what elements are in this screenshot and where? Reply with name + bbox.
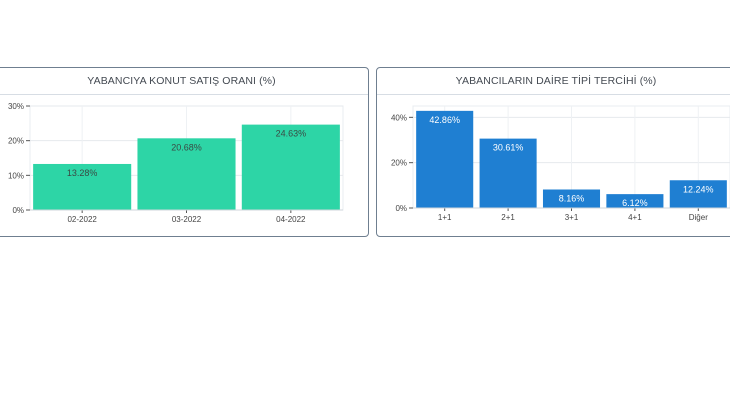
bar-1+1[interactable] (416, 110, 474, 208)
y-tick-label: 40% (391, 113, 407, 122)
bar-value-label: 20.68% (171, 142, 202, 152)
y-tick-label: 0% (12, 206, 24, 215)
bar-value-label: 6.12% (622, 198, 648, 208)
bar-value-label: 24.63% (276, 129, 307, 139)
bar-value-label: 42.86% (429, 115, 460, 125)
y-tick-label: 10% (8, 171, 24, 180)
y-tick-label: 30% (8, 102, 24, 111)
bar-3+1[interactable] (542, 189, 601, 208)
bar-chart-foreign-sales-rate: 0% 10% 20% 30% 13.28% 02-2022 20.68% 03-2022 24.… (8, 102, 344, 224)
x-tick-label: 04-2022 (276, 215, 306, 224)
chart-title: YABANCILARIN DAİRE TİPİ TERCİHİ (%) (377, 68, 730, 95)
bar-03-2022[interactable] (137, 138, 236, 210)
bar-2+1[interactable] (479, 138, 537, 208)
x-tick-label: Diğer (689, 213, 708, 222)
bar-4+1[interactable] (606, 194, 664, 208)
chart-panel-apartment-type-preference: YABANCILARIN DAİRE TİPİ TERCİHİ (%) 0% 20… (376, 67, 730, 237)
chart-panel-foreign-sales-rate: YABANCIYA KONUT SATIŞ ORANI (%) 0% 10% 20%… (0, 67, 369, 237)
x-tick-label: 3+1 (565, 213, 579, 222)
bar-value-label: 13.28% (67, 168, 98, 178)
x-tick-label: 02-2022 (67, 215, 97, 224)
bar-value-label: 12.24% (683, 184, 714, 194)
bar-value-label: 30.61% (493, 143, 524, 153)
x-tick-label: 2+1 (501, 213, 515, 222)
x-tick-label: 1+1 (438, 213, 452, 222)
y-tick-label: 0% (395, 204, 407, 213)
chart-title: YABANCIYA KONUT SATIŞ ORANI (%) (0, 68, 368, 95)
y-tick-label: 20% (8, 137, 24, 146)
x-tick-label: 4+1 (628, 213, 642, 222)
bar-chart-apartment-type-preference: 0% 20% 40% 42.86% 1+1 30.61% 2+1 8.16% 3+1 6.12% 4… (391, 105, 730, 222)
bar-04-2022[interactable] (241, 124, 340, 210)
bar-02-2022[interactable] (33, 163, 132, 210)
x-tick-label: 03-2022 (172, 215, 202, 224)
y-tick-label: 20% (391, 159, 407, 168)
bar-Diğer[interactable] (669, 180, 727, 208)
bar-value-label: 8.16% (559, 194, 585, 204)
